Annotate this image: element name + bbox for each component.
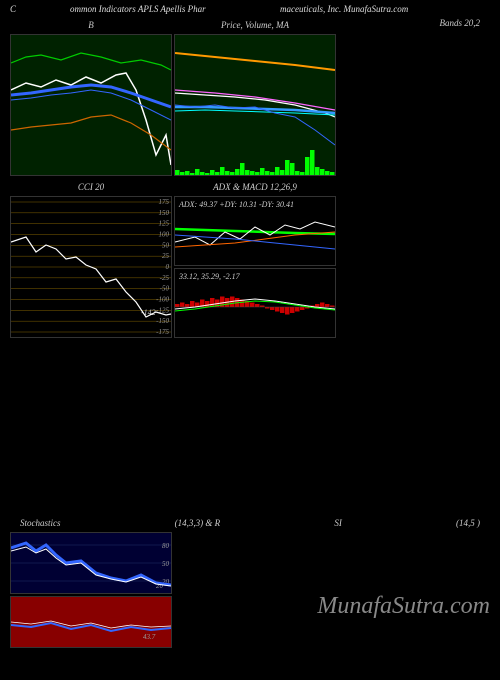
panel-adx-title: ADX & MACD 12,26,9 [174, 182, 336, 192]
svg-text:-50: -50 [160, 285, 170, 293]
svg-text:43.7: 43.7 [143, 633, 156, 641]
svg-text:100: 100 [159, 231, 170, 239]
stoch-header: Stochastics (14,3,3) & R SI (14,5 ) [0, 518, 500, 528]
svg-text:ADX: 49.37 +DY: 10.31 -DY: 30.: ADX: 49.37 +DY: 10.31 -DY: 30.41 [178, 200, 294, 209]
panel-stoch: 80502020 [10, 532, 172, 594]
svg-text:-150: -150 [156, 317, 169, 325]
svg-text:175: 175 [159, 198, 170, 206]
panel-stoch-rsi-wrap: 80502020 43.7 [10, 532, 172, 648]
panel-rsi: 43.7 [10, 596, 172, 648]
header-center: ommon Indicators APLS Apellis Phar [30, 4, 280, 14]
svg-text:-25: -25 [160, 274, 170, 282]
panel-b-title: B [10, 20, 172, 30]
svg-text:-100: -100 [156, 296, 169, 304]
panel-macd: 33.12, 35.29, -2.17 [174, 268, 336, 338]
svg-text:25: 25 [162, 252, 170, 260]
svg-text:33.12, 35.29, -2.17: 33.12, 35.29, -2.17 [178, 272, 241, 281]
stoch-label: Stochastics [20, 518, 61, 528]
svg-text:50: 50 [162, 241, 170, 249]
svg-text:125: 125 [159, 220, 170, 228]
rsi-label: SI [334, 518, 342, 528]
header-left: C [10, 4, 30, 14]
svg-text:80: 80 [162, 542, 170, 550]
bands-title: Bands 20,2 [440, 18, 481, 28]
panel-price-wrap: Price, Volume, MA [174, 34, 336, 176]
panel-price [174, 34, 336, 176]
header-right: maceuticals, Inc. MunafaSutra.com [280, 4, 490, 14]
stoch-params: (14,3,3) & R [175, 518, 221, 528]
svg-text:50: 50 [162, 560, 170, 568]
panel-price-title: Price, Volume, MA [174, 20, 336, 30]
svg-text:150: 150 [159, 209, 170, 217]
panel-cci-wrap: CCI 20 17515012510050250-25-50-100-125-1… [10, 196, 172, 338]
panel-cci-title: CCI 20 [10, 182, 172, 192]
panel-adx: ADX: 49.37 +DY: 10.31 -DY: 30.41 [174, 196, 336, 266]
svg-text:-175: -175 [156, 328, 169, 336]
page-header: C ommon Indicators APLS Apellis Phar mac… [0, 0, 500, 18]
rsi-params: (14,5 ) [456, 518, 480, 528]
watermark: MunafaSutra.com [317, 593, 490, 620]
panel-adx-macd-wrap: ADX & MACD 12,26,9 ADX: 49.37 +DY: 10.31… [174, 196, 336, 338]
panel-b [10, 34, 172, 176]
svg-text:0: 0 [166, 263, 170, 271]
panel-cci: 17515012510050250-25-50-100-125-150-175-… [10, 196, 172, 338]
panel-b-wrap: B [10, 34, 172, 176]
